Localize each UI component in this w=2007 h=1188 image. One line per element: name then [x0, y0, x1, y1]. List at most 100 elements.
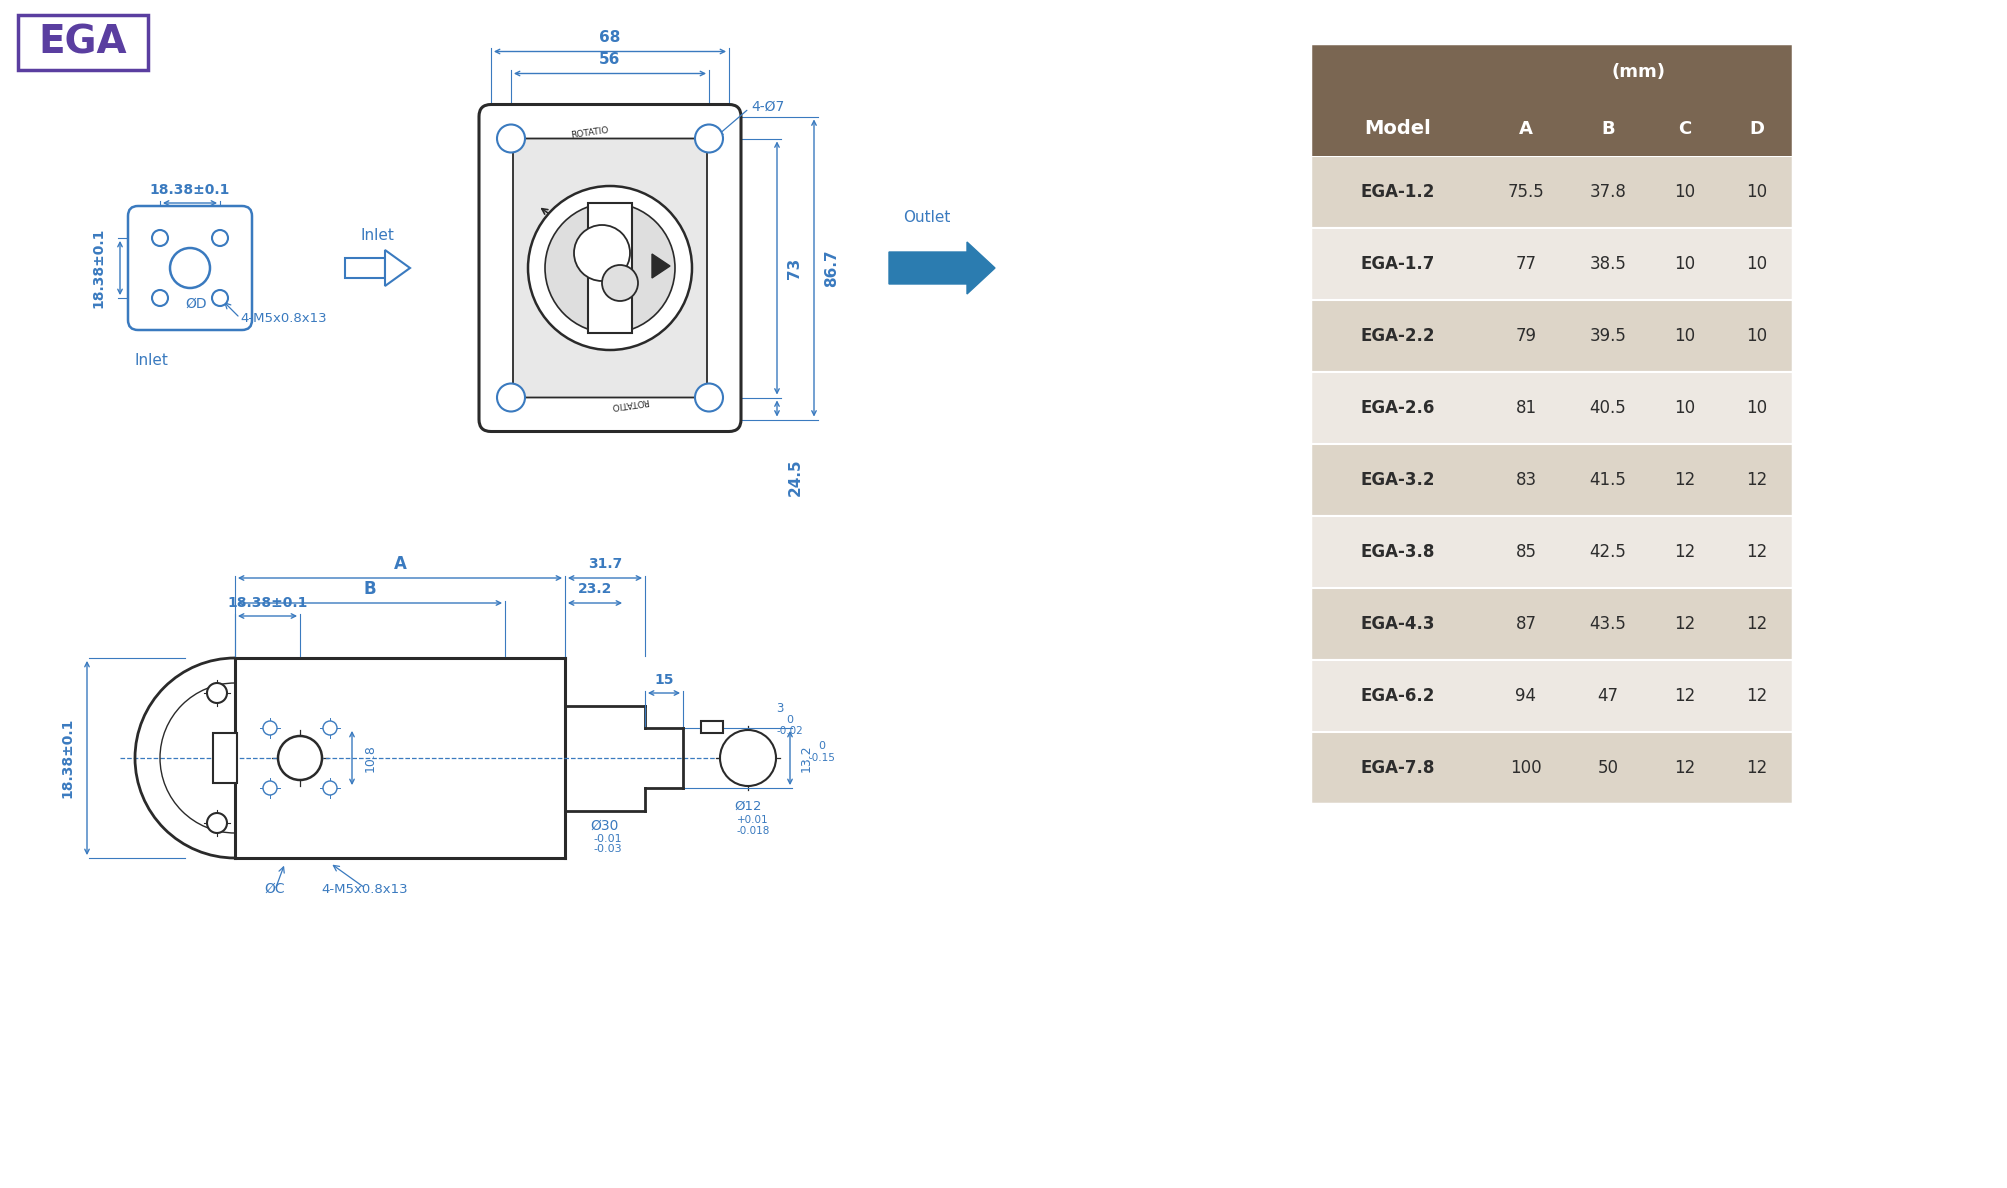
Text: A: A [1519, 120, 1531, 138]
Bar [1309, 43, 1485, 156]
Text: 42.5: 42.5 [1590, 543, 1626, 561]
Text: 15: 15 [654, 672, 674, 687]
Circle shape [694, 384, 723, 411]
Text: Model: Model [1363, 119, 1431, 138]
Text: ØD: ØD [185, 297, 207, 311]
Bar [1309, 516, 1792, 588]
Circle shape [574, 225, 630, 282]
Text: 0: 0 [787, 715, 793, 725]
Text: 85: 85 [1515, 543, 1535, 561]
Text: EGA-3.2: EGA-3.2 [1359, 470, 1435, 489]
Circle shape [263, 781, 277, 795]
Text: 38.5: 38.5 [1590, 255, 1626, 273]
FancyBboxPatch shape [512, 139, 706, 398]
Text: C: C [1678, 120, 1690, 138]
Circle shape [544, 203, 674, 333]
Text: 10: 10 [1746, 327, 1766, 345]
Text: 12: 12 [1746, 543, 1766, 561]
Text: -0.02: -0.02 [777, 726, 803, 737]
Bar [1309, 588, 1792, 661]
Text: EGA-6.2: EGA-6.2 [1359, 687, 1433, 704]
Bar [700, 721, 723, 733]
Text: D: D [1748, 120, 1764, 138]
Text: -0.01: -0.01 [594, 834, 622, 843]
Circle shape [323, 721, 337, 735]
Text: 24.5: 24.5 [787, 459, 803, 497]
Text: 75.5: 75.5 [1507, 183, 1543, 201]
Text: 56: 56 [598, 52, 620, 67]
Text: 3: 3 [777, 701, 783, 714]
Bar [1309, 228, 1792, 301]
Text: A: A [393, 555, 405, 573]
Text: -0.15: -0.15 [809, 753, 835, 763]
Text: ØC: ØC [265, 881, 285, 896]
Text: 12: 12 [1746, 470, 1766, 489]
Text: EGA-7.8: EGA-7.8 [1359, 759, 1433, 777]
Circle shape [207, 683, 227, 703]
Text: 10: 10 [1746, 183, 1766, 201]
Text: 12: 12 [1674, 687, 1694, 704]
Text: 4-Ø7: 4-Ø7 [751, 100, 785, 114]
Text: ROTATIO: ROTATIO [610, 397, 648, 411]
Text: EGA-2.2: EGA-2.2 [1359, 327, 1435, 345]
Circle shape [213, 230, 229, 246]
Text: 73: 73 [787, 258, 803, 279]
Text: EGA-2.6: EGA-2.6 [1359, 399, 1433, 417]
Circle shape [602, 265, 638, 301]
FancyBboxPatch shape [345, 258, 385, 278]
Text: 12: 12 [1674, 543, 1694, 561]
Text: +0.01: +0.01 [737, 815, 769, 824]
Circle shape [498, 125, 524, 152]
Text: 40.5: 40.5 [1590, 399, 1626, 417]
Text: Ø30: Ø30 [590, 819, 618, 833]
Text: 13.2: 13.2 [799, 744, 813, 772]
Text: 47: 47 [1598, 687, 1618, 704]
Circle shape [694, 125, 723, 152]
Text: ROTATIO: ROTATIO [570, 126, 610, 140]
Text: 37.8: 37.8 [1590, 183, 1626, 201]
Text: 68: 68 [598, 30, 620, 45]
Text: -0.018: -0.018 [737, 826, 769, 836]
Text: Outlet: Outlet [903, 210, 949, 226]
Text: 4-M5x0.8x13: 4-M5x0.8x13 [321, 883, 407, 896]
Bar [213, 733, 237, 783]
Circle shape [498, 384, 524, 411]
Text: EGA-1.7: EGA-1.7 [1359, 255, 1433, 273]
Text: 10: 10 [1674, 399, 1694, 417]
Text: 39.5: 39.5 [1590, 327, 1626, 345]
Text: 23.2: 23.2 [578, 582, 612, 596]
Text: 12: 12 [1746, 687, 1766, 704]
Circle shape [277, 737, 321, 781]
Circle shape [721, 729, 775, 786]
Text: 10: 10 [1674, 255, 1694, 273]
Text: 10.8: 10.8 [363, 744, 377, 772]
FancyArrow shape [889, 242, 995, 293]
FancyBboxPatch shape [480, 105, 741, 431]
Text: 18.38±0.1: 18.38±0.1 [60, 718, 74, 798]
Bar [1309, 301, 1792, 372]
Text: -0.03: -0.03 [594, 845, 622, 854]
Text: 43.5: 43.5 [1590, 615, 1626, 633]
Text: 10: 10 [1674, 183, 1694, 201]
Text: 50: 50 [1598, 759, 1618, 777]
Text: EGA-1.2: EGA-1.2 [1359, 183, 1433, 201]
Bar [1309, 43, 1792, 804]
Text: 77: 77 [1515, 255, 1535, 273]
Text: 41.5: 41.5 [1590, 470, 1626, 489]
Text: 10: 10 [1746, 255, 1766, 273]
Circle shape [153, 290, 169, 307]
Text: Inlet: Inlet [359, 228, 393, 244]
Bar [1309, 372, 1792, 444]
Bar [1485, 101, 1792, 156]
Text: EGA-3.8: EGA-3.8 [1359, 543, 1433, 561]
Text: EGA-4.3: EGA-4.3 [1359, 615, 1435, 633]
Text: 10: 10 [1746, 399, 1766, 417]
Text: 18.38±0.1: 18.38±0.1 [90, 228, 104, 308]
Circle shape [171, 248, 211, 287]
Text: 10: 10 [1674, 327, 1694, 345]
Circle shape [263, 721, 277, 735]
Text: EGA: EGA [38, 23, 126, 61]
Text: 12: 12 [1746, 615, 1766, 633]
Text: 87: 87 [1515, 615, 1535, 633]
Text: 100: 100 [1509, 759, 1541, 777]
